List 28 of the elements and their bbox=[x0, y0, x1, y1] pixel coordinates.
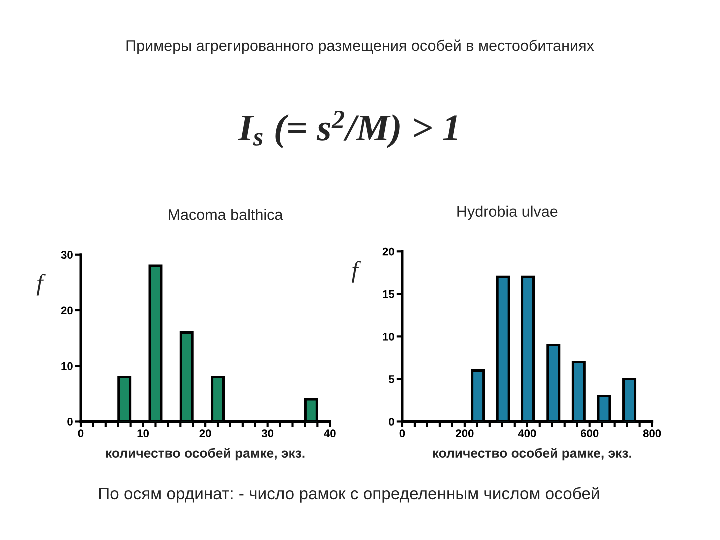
text: I$_{s}$ (= s$^{2}$/M) > 1 bbox=[238, 111, 458, 148]
x-tick-label: 600 bbox=[581, 430, 599, 438]
x-tick-label: 800 bbox=[643, 430, 662, 438]
y-tick-label: 20 bbox=[382, 248, 394, 256]
y-axis-title: f bbox=[352, 261, 362, 283]
y-tick-label: 15 bbox=[383, 290, 395, 298]
y-tick-label: 0 bbox=[68, 418, 73, 426]
chart-title: Hydrobia ulvae bbox=[458, 206, 558, 220]
y-tick-label: 0 bbox=[389, 418, 394, 426]
y-tick-label: 20 bbox=[61, 306, 73, 315]
x-tick-label: 0 bbox=[78, 430, 84, 438]
x-tick-label: 200 bbox=[456, 430, 474, 438]
y-axis-title: f bbox=[36, 274, 46, 296]
x-tick-label: 400 bbox=[518, 430, 536, 438]
text: По осям ординат: - число рамок с определенным числом особей bbox=[99, 487, 600, 503]
x-tick-label: 0 bbox=[400, 430, 406, 438]
x-tick-label: 10 bbox=[138, 430, 150, 438]
x-axis-title: количество особей рамке, экз. bbox=[106, 448, 305, 461]
x-axis-title: количество особей рамке, экз. bbox=[433, 448, 632, 461]
x-tick-label: 40 bbox=[324, 430, 336, 438]
y-tick-label: 10 bbox=[383, 332, 394, 341]
y-tick-label: 10 bbox=[62, 362, 73, 370]
text: Примеры агрегированного размещения особей в местообитаниях bbox=[126, 40, 594, 54]
y-tick-label: 5 bbox=[389, 376, 395, 384]
chart-title: Macoma balthica bbox=[169, 209, 284, 220]
x-tick-label: 20 bbox=[200, 430, 212, 438]
x-tick-label: 30 bbox=[262, 430, 274, 438]
y-tick-label: 30 bbox=[61, 251, 73, 260]
